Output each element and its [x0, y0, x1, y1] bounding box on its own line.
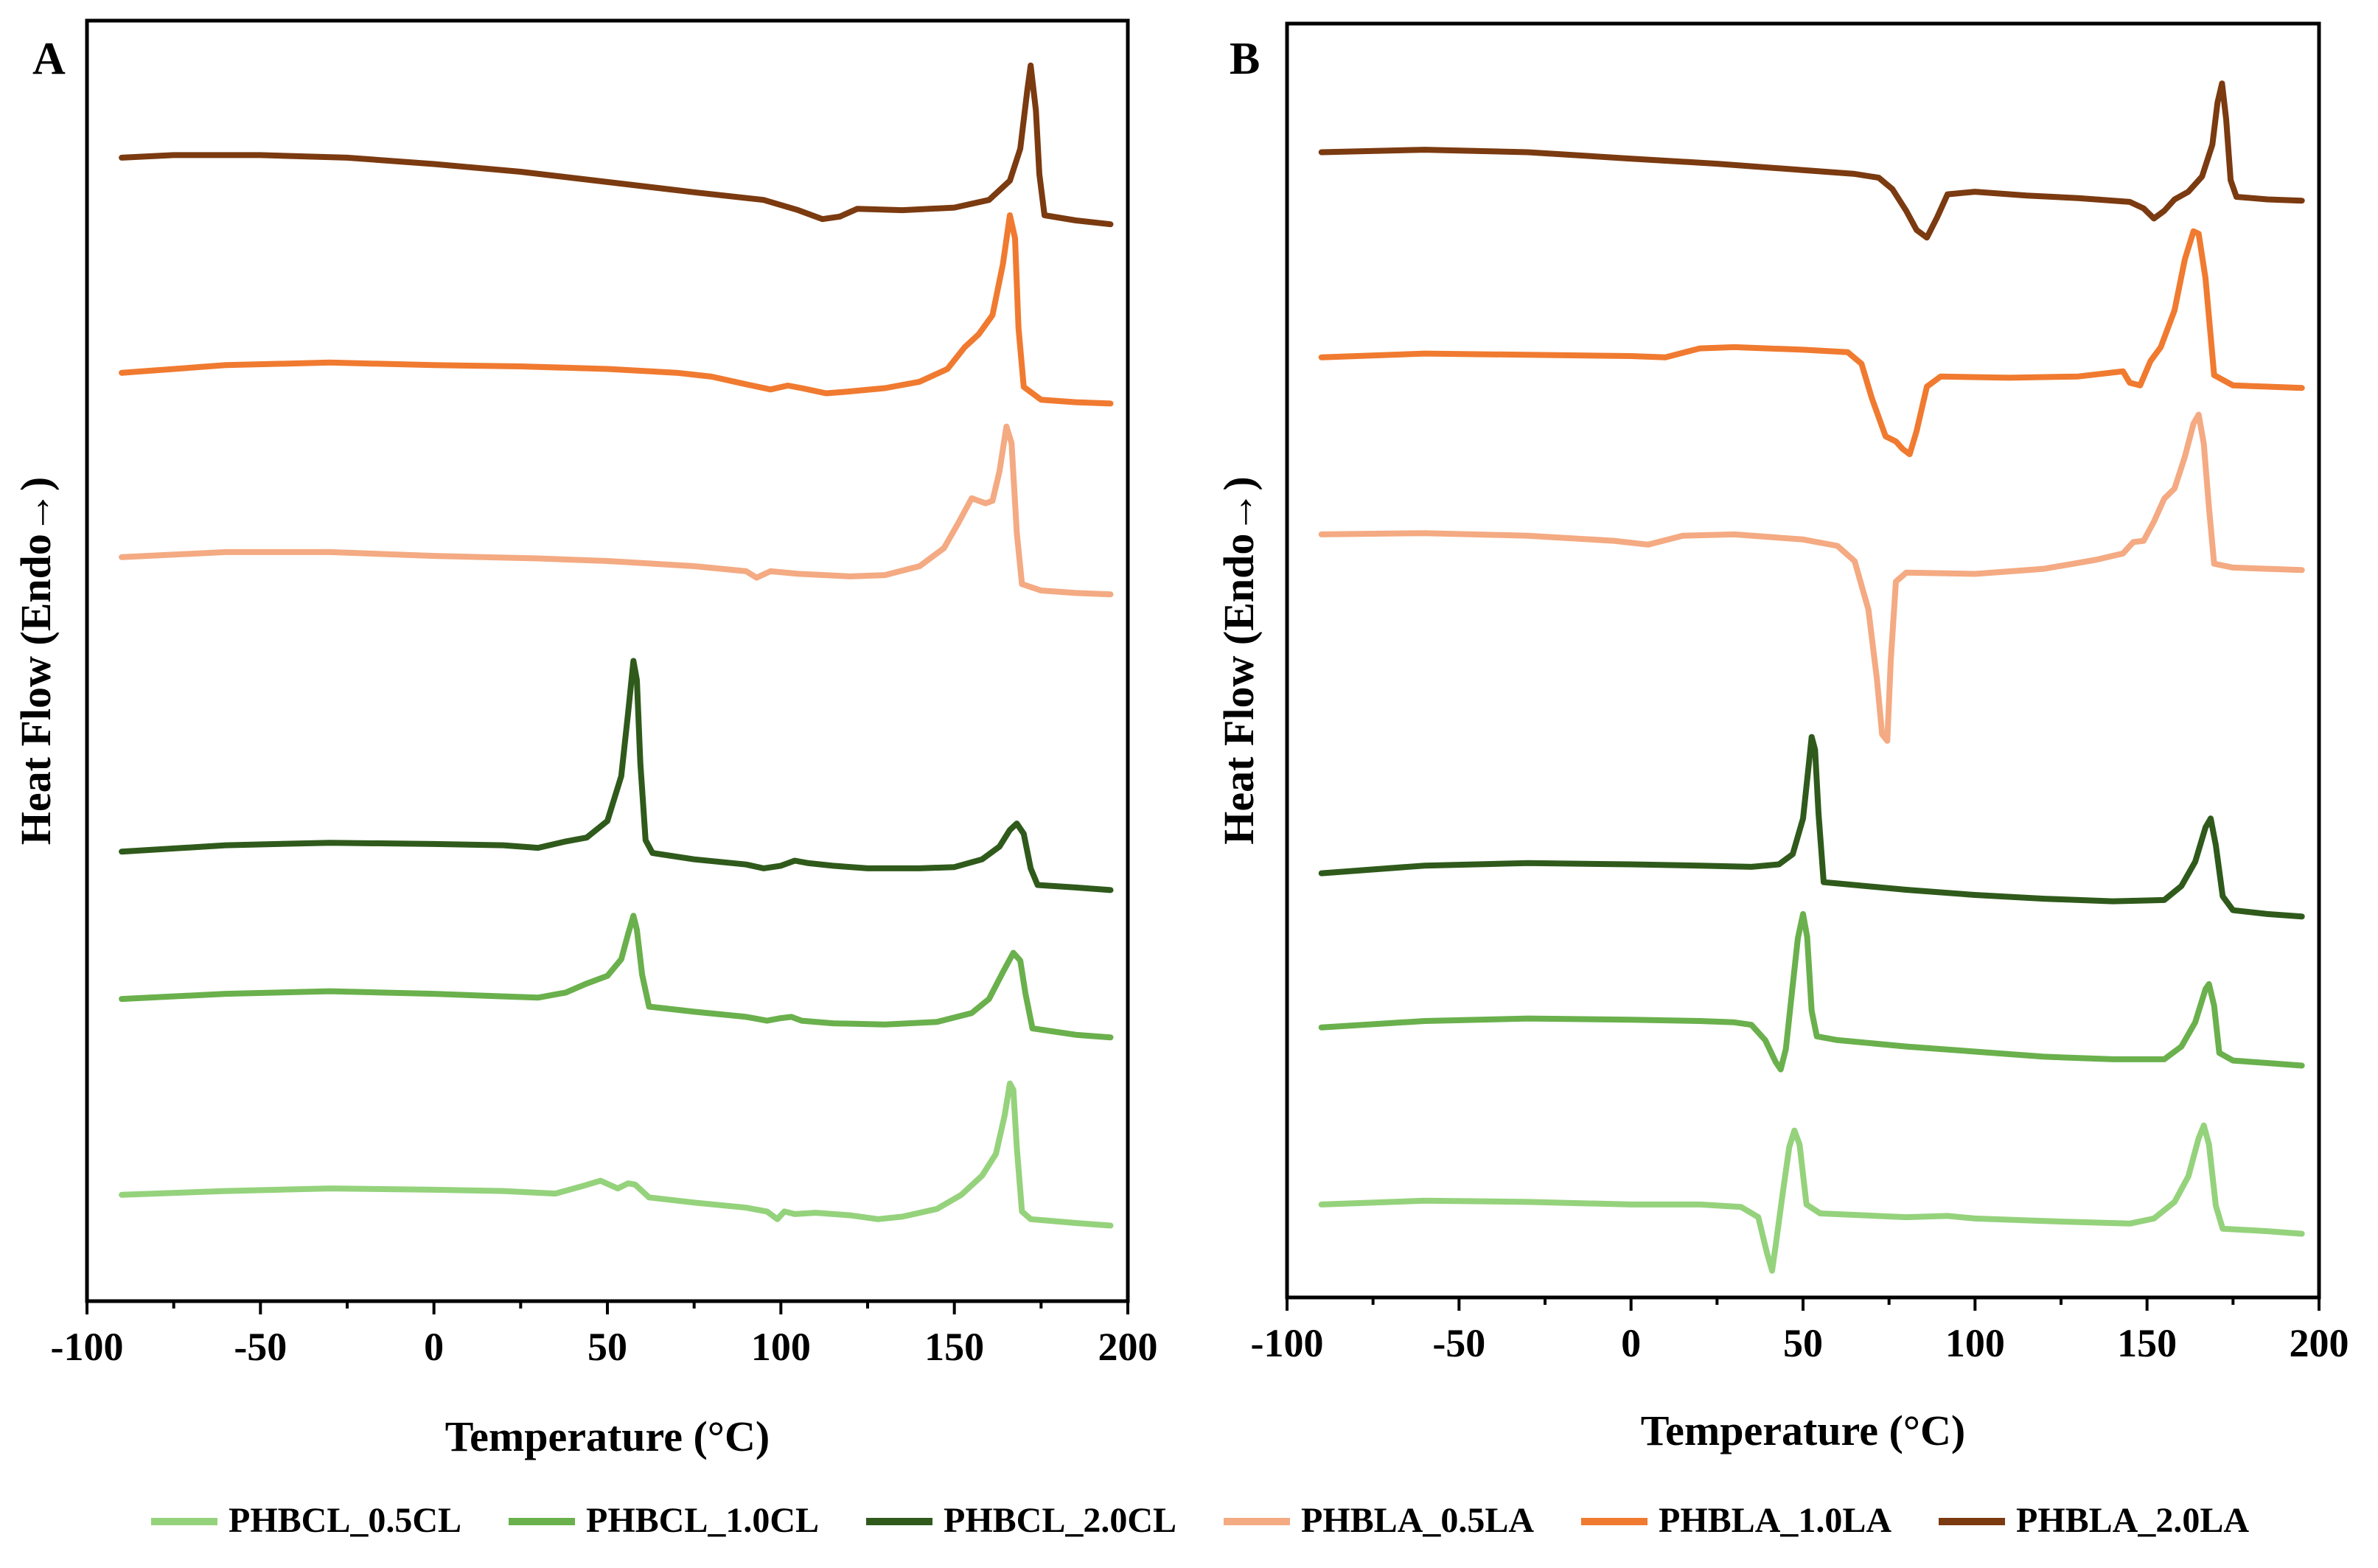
legend-label: PHBLA_1.0LA [1659, 1501, 1891, 1540]
x-axis-title: Temperature (°C) [445, 1412, 770, 1460]
x-tick-label: -100 [51, 1325, 124, 1369]
y-axis-title: Heat Flow (Endo→) [12, 477, 60, 845]
x-tick-label: 100 [1945, 1321, 2005, 1365]
legend-label: PHBLA_0.5LA [1301, 1501, 1534, 1540]
x-tick-label: 200 [1098, 1325, 1158, 1369]
x-tick-label: -50 [234, 1325, 287, 1369]
x-tick-label: 150 [924, 1325, 984, 1369]
trace-phbcl-2-0cl [119, 658, 1114, 893]
trace-phbcl-2-0cl [1318, 734, 2305, 920]
trace-phbla-1-0la [119, 212, 1114, 407]
trace-phbla-0-5la [1318, 411, 2305, 744]
plot-frame-a [85, 18, 1130, 1303]
panel-label: A [32, 34, 66, 84]
trace-phbla-0-5la [119, 423, 1114, 598]
trace-phbla-2-0la [119, 62, 1114, 228]
x-tick-label: -100 [1251, 1321, 1324, 1365]
x-tick-label: 50 [587, 1325, 627, 1369]
panel-a: -100 -50 0 50 100 150 200 Temperature (°C) Heat … [12, 18, 1158, 1460]
trace-phbla-2-0la [1318, 80, 2305, 241]
legend-label: PHBCL_2.0CL [944, 1501, 1176, 1540]
legend-label: PHBLA_2.0LA [2016, 1501, 2249, 1540]
legend-label: PHBCL_0.5CL [229, 1501, 461, 1540]
panel-b: -100 -50 0 50 100 150 200 Temperature (°C) Heat … [1215, 21, 2349, 1454]
legend: PHBCL_0.5CL PHBCL_1.0CL PHBCL_2.0CL PHBLA_0… [151, 1501, 2249, 1540]
x-tick-label: 0 [424, 1325, 444, 1369]
trace-phbcl-1-0cl [119, 913, 1114, 1041]
legend-label: PHBCL_1.0CL [586, 1501, 819, 1540]
x-tick-label: 200 [2290, 1321, 2349, 1365]
y-axis-title: Heat Flow (Endo→) [1215, 476, 1263, 844]
x-tick-label: 100 [751, 1325, 811, 1369]
x-axis-title: Temperature (°C) [1641, 1407, 1965, 1454]
x-tick-label: 0 [1621, 1321, 1641, 1365]
x-tick-label: 50 [1783, 1321, 1823, 1365]
x-tick-label: -50 [1432, 1321, 1485, 1365]
x-tick-label: 150 [2117, 1321, 2177, 1365]
panel-label: B [1230, 34, 1260, 84]
plot-frame-b [1285, 21, 2321, 1300]
trace-phbla-1-0la [1318, 228, 2305, 458]
trace-phbcl-0-5cl [1318, 1122, 2305, 1274]
trace-phbcl-0-5cl [119, 1080, 1114, 1229]
trace-phbcl-1-0cl [1318, 910, 2305, 1073]
